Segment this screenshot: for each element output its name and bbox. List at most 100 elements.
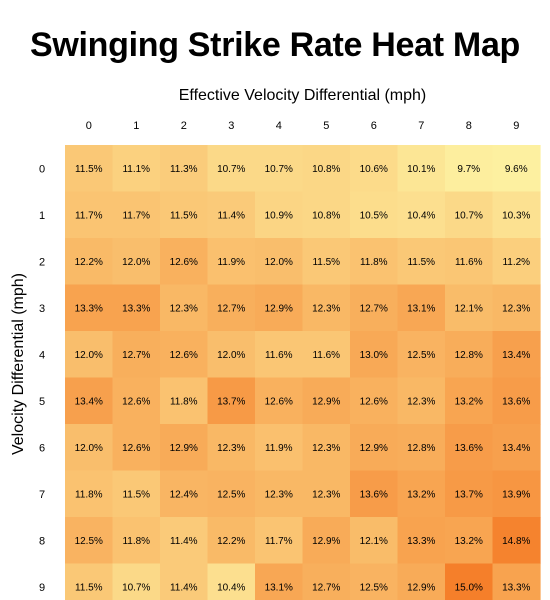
heatmap-cell: [207, 331, 256, 379]
heatmap-cell: [112, 145, 161, 193]
cell-value-label: 9.7%: [457, 164, 480, 175]
cell-value-label: 13.3%: [407, 536, 435, 547]
heatmap-cell: [255, 517, 304, 565]
y-tick-5: 5: [39, 396, 45, 408]
cell-value-label: 12.0%: [75, 443, 103, 454]
heatmap-cell: [445, 517, 494, 565]
cell-value-label: 10.7%: [217, 164, 245, 175]
cell-value-label: 13.1%: [265, 582, 293, 593]
heatmap-cell: [255, 238, 304, 286]
x-tick-3: 3: [228, 120, 234, 132]
heatmap-cell: [397, 563, 446, 600]
cell-value-label: 11.2%: [502, 257, 530, 268]
heatmap-cell: [302, 470, 351, 518]
cell-value-label: 11.5%: [312, 257, 340, 268]
cell-value-label: 12.7%: [122, 350, 150, 361]
cell-value-label: 12.6%: [360, 396, 388, 407]
heatmap-cell-labels: 11.5% 11.1% 11.3% 10.7% 10.7% 10.8% 10.6% 10.1%…: [75, 164, 531, 594]
cell-value-label: 12.5%: [75, 536, 103, 547]
cell-value-label: 12.3%: [312, 489, 340, 500]
cell-value-label: 11.8%: [170, 396, 198, 407]
cell-value-label: 12.0%: [75, 350, 103, 361]
heatmap-cell: [350, 331, 399, 379]
cell-value-label: 13.3%: [502, 582, 530, 593]
cell-value-label: 13.2%: [455, 396, 483, 407]
heatmap-cell: [207, 284, 256, 332]
cell-value-label: 11.9%: [265, 443, 293, 454]
cell-value-label: 13.7%: [455, 489, 483, 500]
cell-value-label: 11.4%: [170, 536, 198, 547]
heatmap-cell: [160, 470, 209, 518]
heatmap-cell: [65, 331, 114, 379]
x-tick-5: 5: [323, 120, 329, 132]
cell-value-label: 12.6%: [122, 396, 150, 407]
heatmap-cell: [65, 424, 114, 472]
cell-value-label: 12.6%: [170, 350, 198, 361]
cell-value-label: 13.7%: [217, 396, 245, 407]
heatmap-cell: [397, 238, 446, 286]
heatmap-cell: [207, 517, 256, 565]
cell-value-label: 12.6%: [122, 443, 150, 454]
heatmap-cell: [207, 145, 256, 193]
cell-value-label: 10.7%: [265, 164, 293, 175]
x-tick-4: 4: [276, 120, 282, 132]
x-tick-labels: 0 1 2 3 4 5 6 7 8 9: [86, 120, 520, 132]
heatmap-cell: [112, 377, 161, 425]
x-axis-label: Effective Velocity Differential (mph): [178, 87, 427, 104]
heatmap-cell: [302, 377, 351, 425]
cell-value-label: 12.3%: [265, 489, 293, 500]
cell-value-label: 10.7%: [455, 210, 483, 221]
heatmap-cell: [445, 238, 494, 286]
y-tick-3: 3: [39, 303, 45, 315]
cell-value-label: 10.5%: [360, 210, 388, 221]
heatmap-cell: [302, 517, 351, 565]
cell-value-label: 12.8%: [407, 443, 435, 454]
heatmap-cell: [112, 191, 161, 239]
heatmap-cell: [302, 145, 351, 193]
heatmap-cell: [255, 470, 304, 518]
heatmap-cell: [302, 563, 351, 600]
heatmap-cell: [255, 377, 304, 425]
heatmap-cell: [397, 470, 446, 518]
heatmap-cell: [445, 284, 494, 332]
cell-value-label: 12.9%: [360, 443, 388, 454]
heatmap-cell: [492, 331, 541, 379]
heatmap-cell: [302, 424, 351, 472]
cell-value-label: 10.1%: [407, 164, 435, 175]
cell-value-label: 13.3%: [75, 303, 103, 314]
heatmap-cell: [350, 424, 399, 472]
heatmap-cell: [492, 284, 541, 332]
heatmap-cell: [112, 470, 161, 518]
heatmap-cell: [397, 331, 446, 379]
heatmap-cell: [207, 238, 256, 286]
heatmap-cell: [112, 517, 161, 565]
heatmap-cell: [492, 238, 541, 286]
cell-value-label: 12.9%: [265, 303, 293, 314]
heatmap-cell: [397, 377, 446, 425]
heatmap-cell: [397, 424, 446, 472]
heatmap-cell: [255, 145, 304, 193]
cell-value-label: 12.5%: [217, 489, 245, 500]
y-tick-8: 8: [39, 535, 45, 547]
y-tick-7: 7: [39, 489, 45, 501]
cell-value-label: 12.3%: [312, 443, 340, 454]
cell-value-label: 12.0%: [217, 350, 245, 361]
cell-value-label: 13.3%: [122, 303, 150, 314]
cell-value-label: 11.8%: [360, 257, 388, 268]
heatmap-cell: [255, 284, 304, 332]
heatmap-cell: [112, 331, 161, 379]
y-tick-1: 1: [39, 210, 45, 222]
heatmap-cell: [255, 424, 304, 472]
cell-value-label: 10.6%: [360, 164, 388, 175]
cell-value-label: 10.3%: [502, 210, 530, 221]
cell-value-label: 13.4%: [502, 350, 530, 361]
y-tick-4: 4: [39, 349, 45, 361]
cell-value-label: 13.2%: [455, 536, 483, 547]
x-tick-0: 0: [86, 120, 92, 132]
cell-value-label: 13.0%: [360, 350, 388, 361]
cell-value-label: 11.3%: [170, 164, 198, 175]
heatmap-cell: [492, 377, 541, 425]
heatmap-cell: [65, 377, 114, 425]
cell-value-label: 12.9%: [312, 536, 340, 547]
